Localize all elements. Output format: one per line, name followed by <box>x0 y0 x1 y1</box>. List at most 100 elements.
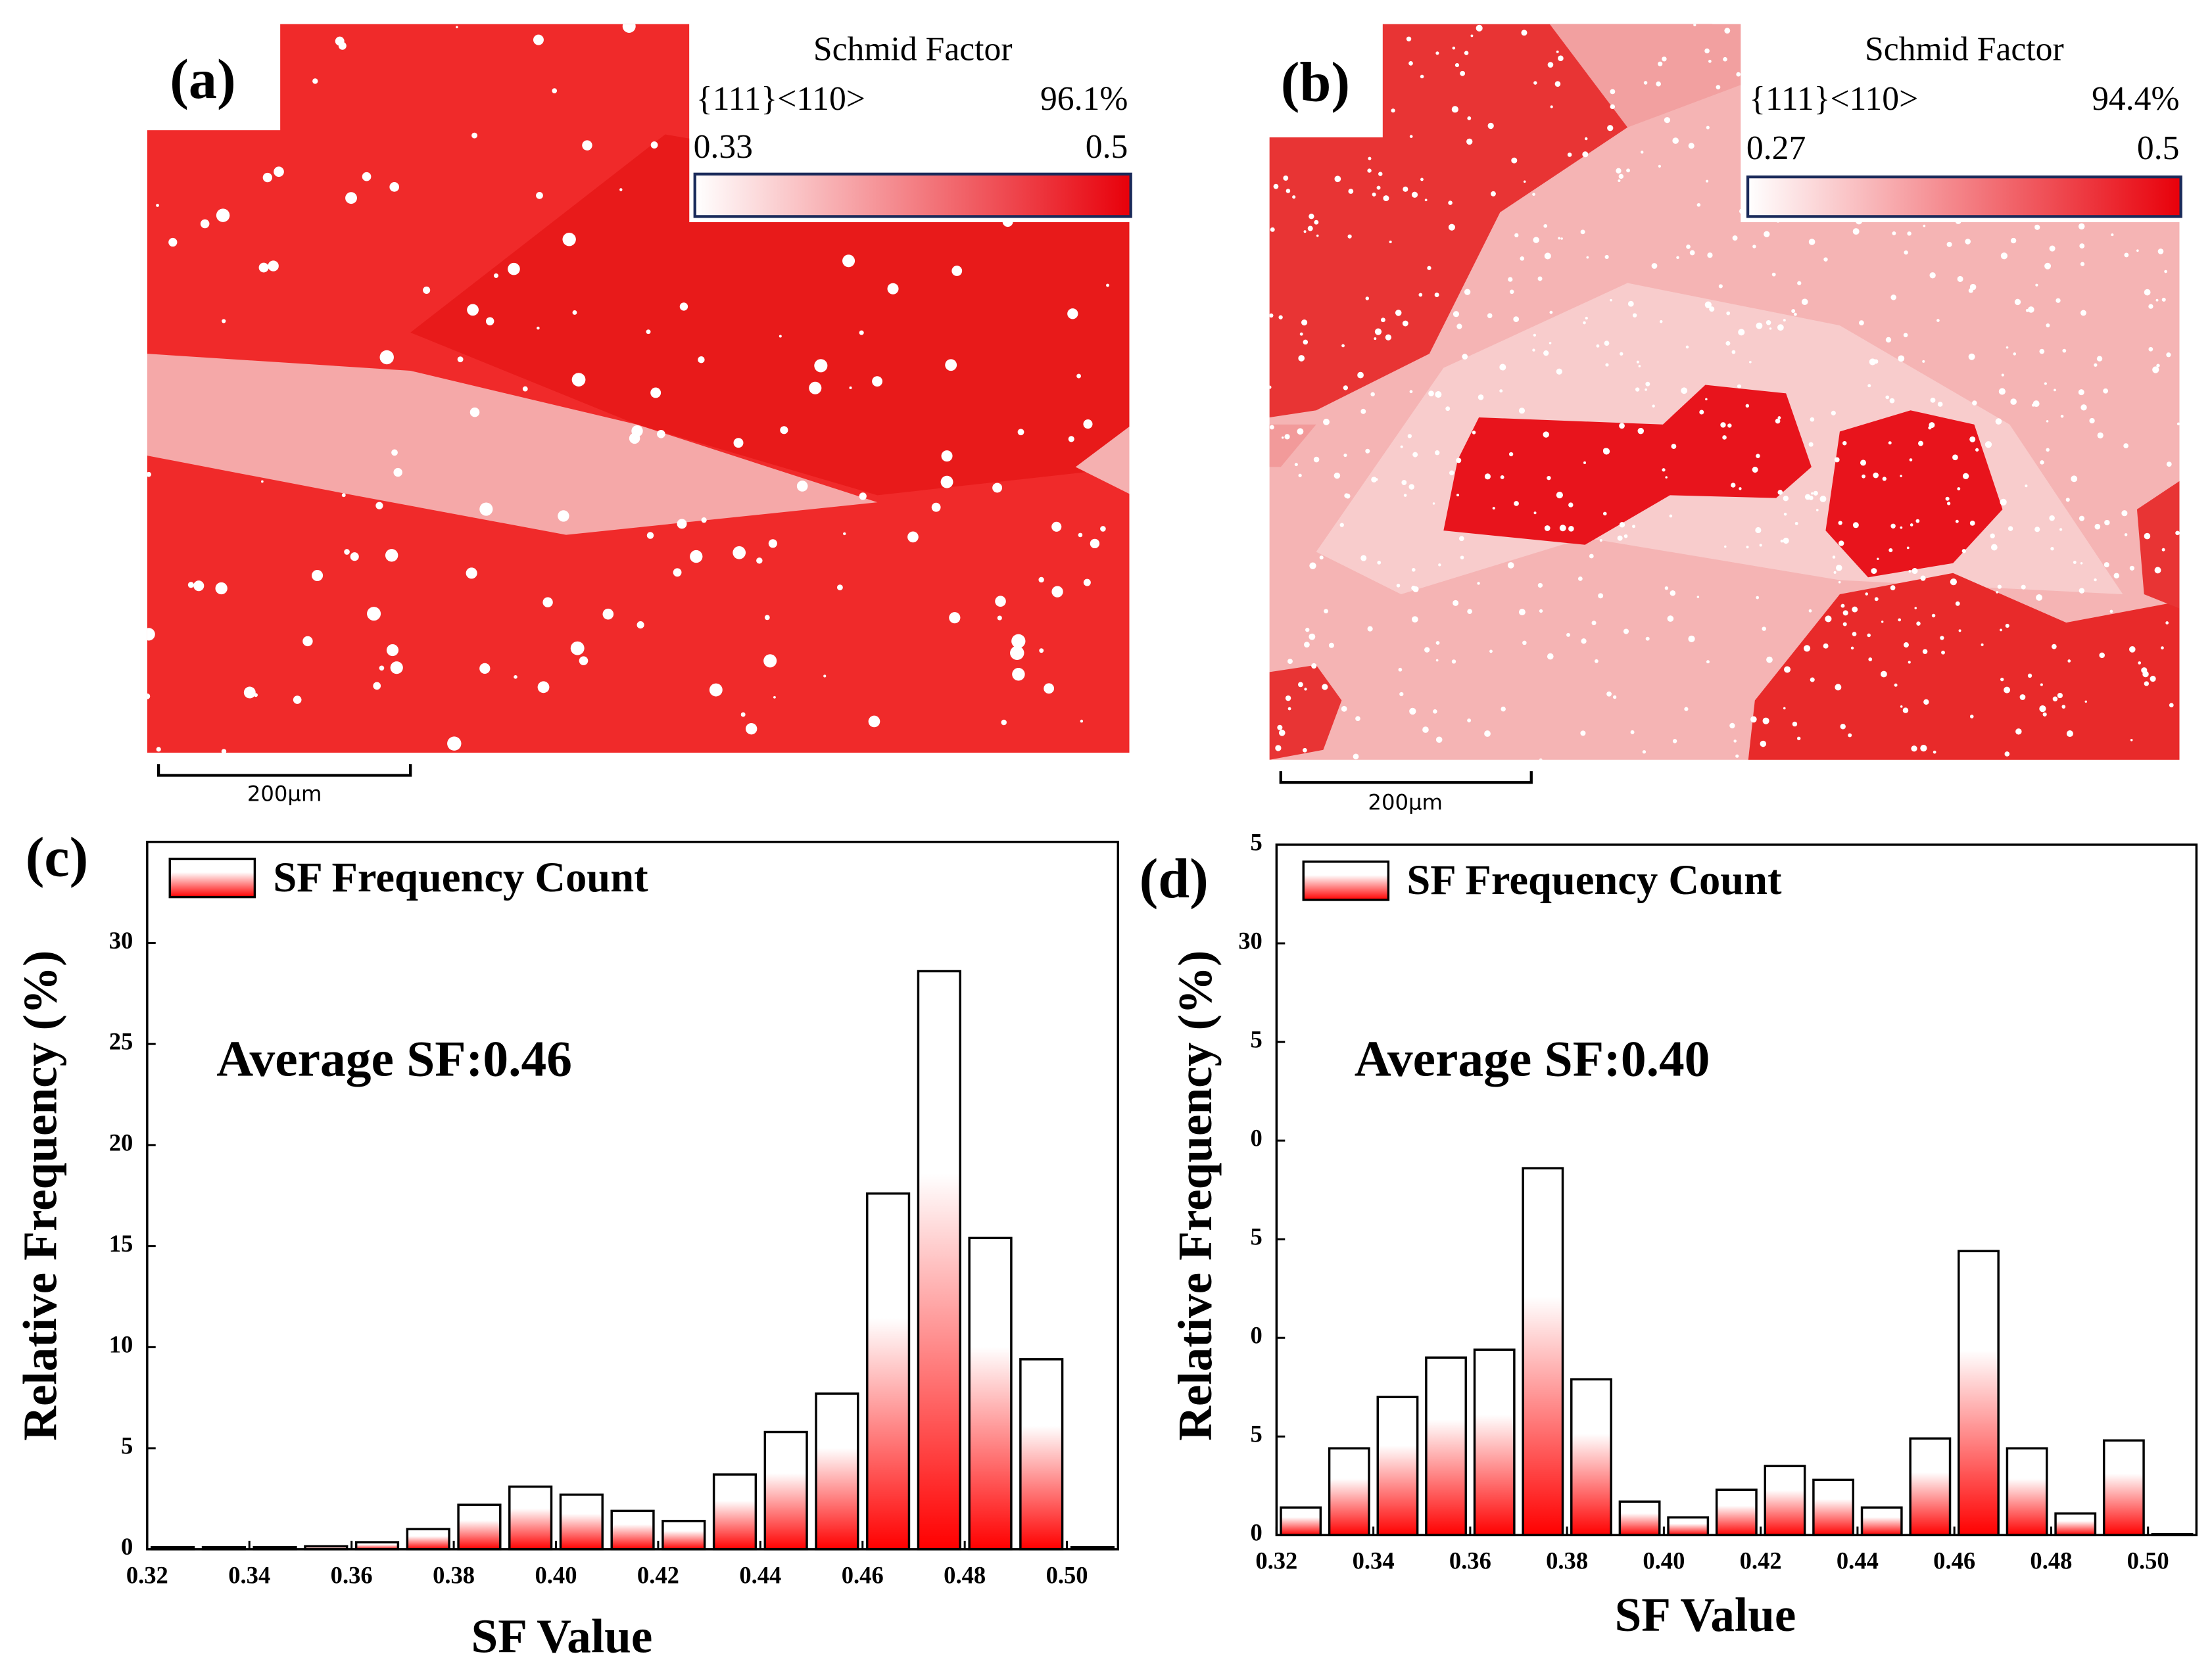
y-tick-label: 5 <box>1251 1223 1262 1250</box>
sf-map-b <box>1269 24 2180 760</box>
legend-swatch <box>168 857 256 899</box>
bar <box>1473 1348 1516 1537</box>
plot-frame <box>146 840 1120 1551</box>
x-tick-label: 0.42 <box>637 1561 679 1588</box>
histogram: 0.32 0.34 0.36 0.38 0.40 0.42 0.44 0.46 0.48 0.50… <box>1238 828 2198 1574</box>
x-tick-label: 0.50 <box>1046 1561 1088 1588</box>
x-tick-label: 0.46 <box>1933 1547 1975 1574</box>
y-tick-label: 20 <box>109 1129 133 1156</box>
bar <box>2006 1447 2048 1537</box>
bar <box>2102 1439 2145 1537</box>
legend-swatch <box>1302 860 1390 901</box>
bar <box>1280 1506 1322 1537</box>
x-tick-label: 0.42 <box>1740 1547 1782 1574</box>
x-tick-label: 0.36 <box>331 1561 373 1588</box>
bar <box>457 1503 502 1551</box>
x-tick-label: 0.32 <box>126 1561 168 1588</box>
y-tick-label: 0 <box>1251 1125 1262 1152</box>
x-tick-label: 0.36 <box>1449 1547 1491 1574</box>
panel-label: (d) <box>1140 847 1209 910</box>
colorbar <box>693 172 1132 218</box>
panel-label: (a) <box>170 47 235 110</box>
y-tick-label: 0 <box>1251 1519 1262 1546</box>
y-tick-label: 5 <box>1251 1025 1262 1052</box>
fraction: 94.4% <box>2092 80 2179 118</box>
colorbar-max: 0.5 <box>1086 128 1128 166</box>
legend-title: Schmid Factor <box>813 31 1013 68</box>
bar <box>661 1520 706 1551</box>
y-axis-label: Relative Frequency (%) <box>1168 951 1222 1441</box>
bar <box>1376 1396 1419 1537</box>
x-tick-label: 0.48 <box>944 1561 986 1588</box>
x-tick-label: 0.40 <box>1643 1547 1685 1574</box>
colorbar-min: 0.27 <box>1746 129 1806 167</box>
x-tick-label: 0.44 <box>739 1561 781 1588</box>
bar <box>1764 1465 1806 1537</box>
bar <box>406 1528 450 1551</box>
y-tick-label: 25 <box>109 1028 133 1055</box>
bar <box>917 970 961 1551</box>
colorbar-max: 0.5 <box>2137 129 2180 167</box>
bar <box>1958 1250 2000 1537</box>
panel-label: (b) <box>1281 50 1350 113</box>
bar <box>1328 1447 1370 1537</box>
plot-frame <box>1275 843 2198 1537</box>
y-tick-label: 0 <box>121 1533 133 1560</box>
x-tick-label: 0.44 <box>1837 1547 1879 1574</box>
x-tick-label: 0.48 <box>2030 1547 2072 1574</box>
bar <box>1812 1478 1855 1537</box>
x-tick-label: 0.34 <box>228 1561 270 1588</box>
bar <box>1909 1437 1952 1537</box>
x-tick-label: 0.40 <box>535 1561 577 1588</box>
colorbar <box>1746 175 2182 218</box>
scale-bar-label: 200μm <box>1368 790 1443 815</box>
bar <box>1570 1378 1612 1537</box>
x-tick-label: 0.38 <box>433 1561 475 1588</box>
y-tick-label: 0 <box>1251 1322 1262 1349</box>
panel-label: (c) <box>26 826 89 889</box>
colorbar-min: 0.33 <box>694 128 753 166</box>
annotation: Average SF:0.46 <box>216 1030 572 1087</box>
bar <box>712 1473 757 1551</box>
slip-system: {111}<110> <box>1749 80 1918 118</box>
bar <box>559 1494 604 1551</box>
legend-label: SF Frequency Count <box>1407 856 1782 903</box>
bar <box>1425 1356 1467 1537</box>
bar <box>610 1509 655 1551</box>
slip-system: {111}<110> <box>696 80 865 118</box>
y-tick-label: 5 <box>1251 828 1262 855</box>
y-axis-label: Relative Frequency (%) <box>14 951 67 1441</box>
bar <box>763 1430 808 1551</box>
legend-label: SF Frequency Count <box>273 853 648 901</box>
bar <box>1667 1516 1710 1537</box>
y-tick-label: 30 <box>1238 927 1262 954</box>
scale-bar <box>156 764 412 777</box>
bar <box>815 1392 859 1551</box>
x-tick-label: 0.50 <box>2127 1547 2169 1574</box>
x-tick-label: 0.32 <box>1255 1547 1297 1574</box>
histogram: 0.32 0.34 0.36 0.38 0.40 0.42 0.44 0.46 0.48 0.50… <box>109 840 1120 1588</box>
bar <box>1019 1358 1064 1551</box>
bar <box>1715 1488 1758 1537</box>
x-axis-label: SF Value <box>1615 1588 1796 1641</box>
y-tick-label: 5 <box>1251 1421 1262 1447</box>
y-tick-label: 5 <box>121 1432 133 1459</box>
annotation: Average SF:0.40 <box>1355 1030 1710 1087</box>
bar <box>2054 1512 2097 1537</box>
x-tick-label: 0.46 <box>842 1561 884 1588</box>
x-axis-label: SF Value <box>471 1610 653 1663</box>
scale-bar <box>1279 771 1533 784</box>
bar <box>1860 1506 1903 1537</box>
x-tick-label: 0.34 <box>1353 1547 1395 1574</box>
y-tick-label: 30 <box>109 927 133 954</box>
bar <box>866 1192 911 1551</box>
sf-map-a <box>147 24 1130 753</box>
y-tick-label: 15 <box>109 1230 133 1257</box>
scale-bar-label: 200μm <box>247 782 322 807</box>
bar <box>1522 1167 1564 1537</box>
bar <box>508 1485 553 1551</box>
bar <box>968 1236 1013 1551</box>
x-tick-label: 0.38 <box>1546 1547 1588 1574</box>
